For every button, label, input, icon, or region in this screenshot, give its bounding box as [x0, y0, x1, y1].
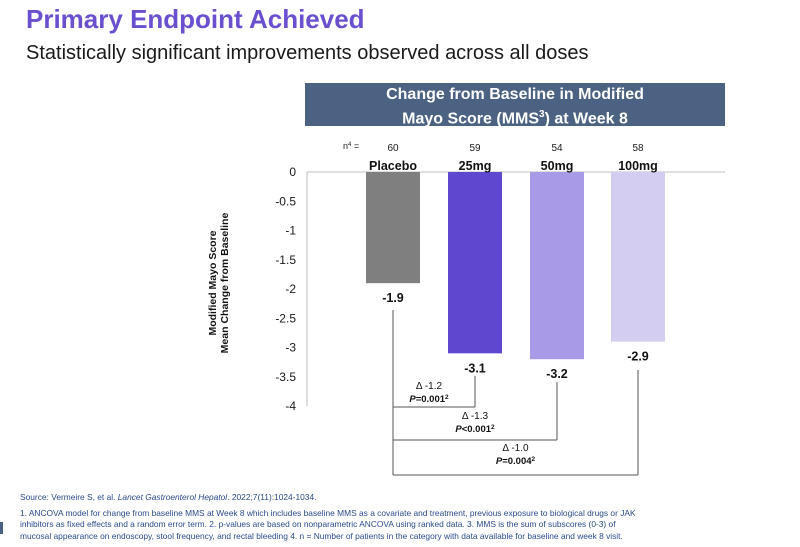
source-journal: Lancet Gastroenterol Hepatol	[117, 492, 228, 502]
comparison-p-value: P=0.0042	[496, 456, 536, 467]
footnote-2: inhibitors as fixed effects and a random…	[20, 519, 616, 529]
bar	[611, 172, 665, 342]
bar	[366, 172, 420, 284]
bar	[530, 172, 584, 360]
footnote-3: mucosal appearance on endoscopy, stool f…	[20, 530, 623, 541]
chart-title: Change from Baseline in Modified Mayo Sc…	[305, 83, 725, 129]
n-value: 58	[632, 143, 644, 154]
y-tick-label: -3.5	[275, 370, 296, 384]
y-tick-label: -3	[285, 341, 296, 355]
footnotes: Source: Vermeire S, et al. Lancet Gastro…	[20, 492, 780, 542]
footnote-1: 1. ANCOVA model for change from baseline…	[20, 507, 636, 518]
chart-title-line2-start: Mayo Score (MMS	[402, 110, 540, 128]
y-tick-label: -2	[285, 282, 296, 296]
chart-title-line2: Mayo Score (MMS3) at Week 8	[305, 105, 725, 129]
slide-edge-marker	[0, 522, 3, 534]
y-tick-label: -1	[285, 224, 296, 238]
value-label: -3.1	[464, 361, 486, 375]
category-label: 25mg	[459, 159, 492, 173]
value-label: -2.9	[627, 350, 649, 364]
value-label: -1.9	[382, 291, 404, 305]
bar	[448, 172, 502, 354]
page-title: Primary Endpoint Achieved	[26, 4, 365, 34]
comparison-delta: Δ -1.0	[502, 443, 529, 454]
chart-title-line2-end: ) at Week 8	[544, 110, 628, 128]
comparison-p-value: P=0.0012	[409, 394, 449, 405]
chart-title-footnote: 3	[539, 109, 545, 120]
comparison-p-value: P<0.0012	[455, 424, 495, 435]
comparison-delta: Δ -1.2	[416, 381, 443, 392]
y-tick-label: -1.5	[275, 253, 296, 267]
category-label: Placebo	[369, 159, 417, 173]
source-prefix: Source: Vermeire S, et al.	[20, 492, 118, 502]
n-value: 60	[387, 143, 399, 154]
y-tick-label: 0	[289, 165, 296, 179]
category-label: 100mg	[618, 159, 658, 173]
y-tick-label: -4	[285, 399, 296, 413]
source-suffix: . 2022;7(11):1024-1034.	[227, 492, 317, 502]
y-tick-label: -0.5	[275, 194, 296, 208]
category-label: 50mg	[541, 159, 574, 173]
source-citation: Source: Vermeire S, et al. Lancet Gastro…	[20, 492, 780, 504]
n-value: 59	[469, 143, 481, 154]
y-tick-label: -2.5	[275, 311, 296, 325]
value-label: -3.2	[546, 367, 568, 381]
page-subtitle: Statistically significant improvements o…	[26, 42, 589, 64]
n-value: 54	[551, 143, 563, 154]
bar-chart: 0 -0.5 -1 -1.5 -2 -2.5 -3 -3.5 -4 n4 = 60 Placebo -1…	[275, 141, 725, 476]
comparison-delta: Δ -1.3	[462, 411, 489, 422]
n-label: n4 =	[343, 141, 359, 151]
chart-title-line1: Change from Baseline in Modified	[386, 86, 644, 103]
